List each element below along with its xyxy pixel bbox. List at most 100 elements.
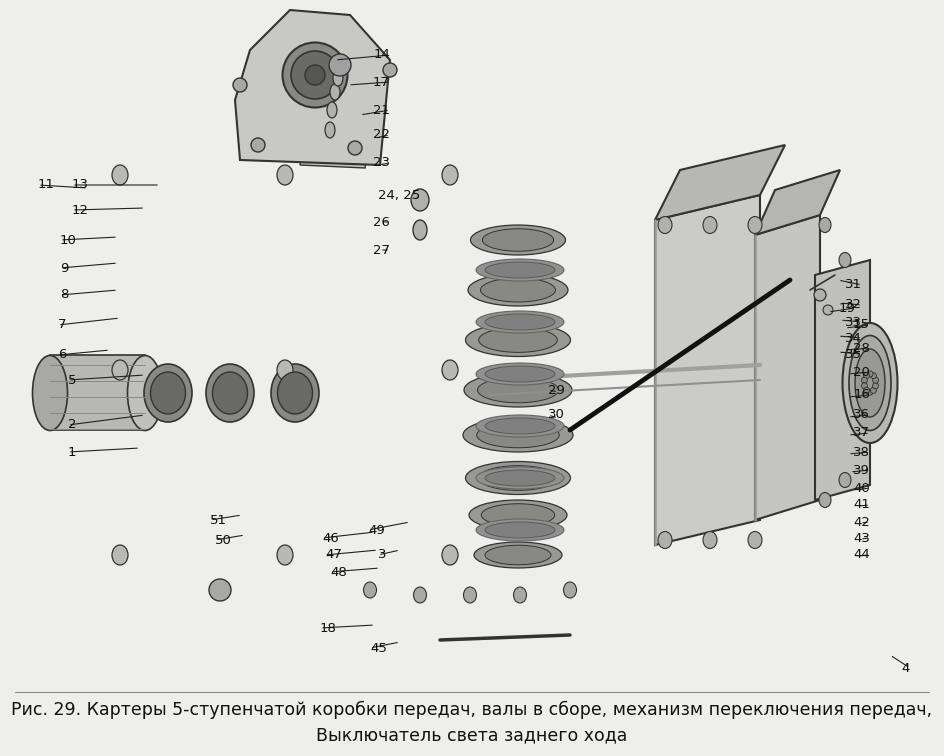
Ellipse shape [112,165,128,185]
Text: 48: 48 [330,565,346,578]
Ellipse shape [867,371,873,377]
Polygon shape [490,115,545,590]
Ellipse shape [277,360,293,380]
Ellipse shape [327,102,337,118]
Ellipse shape [819,492,831,507]
Text: 42: 42 [853,516,870,528]
Ellipse shape [476,519,564,541]
Ellipse shape [485,314,555,330]
Ellipse shape [282,42,347,107]
Ellipse shape [564,582,577,598]
Text: www.reversauto.ru: www.reversauto.ru [372,346,529,364]
Text: 8: 8 [60,289,68,302]
Ellipse shape [485,418,555,434]
Ellipse shape [278,372,312,414]
Ellipse shape [703,531,717,549]
Text: 20: 20 [853,365,870,379]
Polygon shape [655,195,760,545]
Ellipse shape [413,587,427,603]
Text: Рис. 29. Картеры 5-ступенчатой коробки передач, валы в сборе, механизм переключе: Рис. 29. Картеры 5-ступенчатой коробки п… [11,701,933,719]
Ellipse shape [112,360,128,380]
Text: 12: 12 [72,203,89,216]
Ellipse shape [442,165,458,185]
Ellipse shape [514,587,527,603]
Polygon shape [235,10,390,165]
Text: 7: 7 [58,318,66,331]
Polygon shape [755,215,820,520]
Text: 1: 1 [68,445,76,458]
Text: 37: 37 [853,426,870,439]
Text: 50: 50 [215,534,232,547]
Ellipse shape [872,377,879,383]
Ellipse shape [127,355,162,430]
Text: 30: 30 [548,408,565,422]
Ellipse shape [748,531,762,549]
Ellipse shape [485,470,555,486]
Text: 22: 22 [373,129,390,141]
Ellipse shape [476,415,564,437]
Text: 46: 46 [322,531,339,544]
Text: 38: 38 [853,445,870,458]
Ellipse shape [233,78,247,92]
Ellipse shape [277,545,293,565]
Ellipse shape [411,189,429,211]
Text: 49: 49 [368,523,385,537]
Text: 13: 13 [72,178,89,191]
Ellipse shape [325,122,335,138]
Text: 19: 19 [838,302,855,314]
Polygon shape [50,355,145,430]
Text: 11: 11 [38,178,55,191]
Ellipse shape [112,545,128,565]
Ellipse shape [477,423,559,448]
Ellipse shape [291,51,339,99]
Ellipse shape [277,165,293,185]
Text: 51: 51 [210,513,227,526]
Text: 41: 41 [853,498,870,512]
Ellipse shape [482,229,553,251]
Ellipse shape [862,383,868,389]
Polygon shape [540,175,660,570]
Text: 45: 45 [370,642,387,655]
Ellipse shape [463,418,573,452]
Text: 17: 17 [373,76,390,88]
Ellipse shape [465,461,570,494]
Ellipse shape [305,65,325,85]
Text: 29: 29 [548,383,565,396]
Polygon shape [300,132,370,168]
Text: Выключатель света заднего хода: Выключатель света заднего хода [316,726,628,744]
Ellipse shape [329,54,351,76]
Polygon shape [755,170,840,235]
Ellipse shape [480,278,555,302]
Ellipse shape [465,324,570,357]
Ellipse shape [442,545,458,565]
Text: 078-320: 078-320 [376,388,484,412]
Polygon shape [815,260,870,500]
Ellipse shape [485,262,555,278]
Ellipse shape [485,545,551,565]
Ellipse shape [867,389,873,395]
Text: 44: 44 [853,549,870,562]
Ellipse shape [251,138,265,152]
Text: 33: 33 [845,315,862,329]
Ellipse shape [872,383,879,389]
Polygon shape [490,115,545,590]
Text: 26: 26 [373,215,390,228]
Ellipse shape [842,323,898,443]
Ellipse shape [839,472,851,488]
Ellipse shape [658,531,672,549]
Polygon shape [540,120,690,200]
Ellipse shape [209,579,231,601]
Ellipse shape [469,500,567,530]
Ellipse shape [476,363,564,385]
Ellipse shape [32,355,68,430]
Text: 4: 4 [902,662,910,674]
Ellipse shape [212,372,247,414]
Ellipse shape [474,542,562,568]
Ellipse shape [862,377,868,383]
Ellipse shape [849,336,891,430]
Ellipse shape [479,466,557,491]
Text: 43: 43 [853,531,870,544]
Text: 36: 36 [853,408,870,422]
Text: 24, 25: 24, 25 [378,188,420,202]
Text: 5: 5 [68,373,76,386]
